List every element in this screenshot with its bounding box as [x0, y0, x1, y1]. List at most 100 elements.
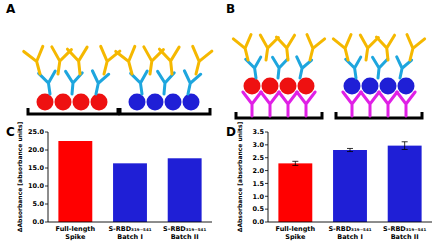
secondary-antibody [233, 35, 257, 63]
antigen [280, 78, 297, 95]
x-tick-label: S-RBD₃₁₉₋₅₄₁Batch II [163, 225, 206, 241]
secondary-antibody [159, 47, 181, 75]
y-tick-label: 1.0 [252, 193, 264, 201]
secondary-antibody-shape [257, 35, 278, 61]
secondary-antibody-shape [357, 35, 378, 61]
capture-antibody [397, 92, 415, 116]
primary-antibody-shape [270, 57, 287, 78]
bar-chart: 0.05.010.015.020.025.0Full-lengthSpikeS-… [16, 122, 212, 241]
capture-antibody [379, 92, 397, 116]
y-tick-label: 3.0 [252, 141, 264, 149]
label-line: S-RBD₃₁₉₋₅₄₁ [383, 225, 426, 233]
antigen [298, 78, 315, 95]
secondary-antibody [357, 35, 378, 61]
secondary-antibody [401, 35, 425, 63]
label-line: Full-length [56, 225, 96, 233]
primary-antibody-shape [39, 71, 59, 95]
x-axis [268, 222, 432, 223]
primary-antibody [131, 71, 151, 95]
antigen [147, 94, 164, 111]
error-bar [292, 161, 298, 165]
antigen [244, 78, 261, 95]
label-line: Full-length [276, 225, 316, 233]
antigen [362, 78, 379, 95]
capture-antibody [343, 92, 361, 116]
antigen [398, 78, 415, 95]
secondary-antibody [376, 35, 397, 61]
plate-surface [236, 112, 322, 118]
label-line: Spike [65, 233, 86, 241]
antigen [55, 94, 72, 111]
secondary-antibody [67, 47, 89, 75]
antigen [183, 94, 200, 111]
figure: ABCD0.05.010.015.020.025.0Full-lengthSpi… [0, 0, 440, 250]
antigen [165, 94, 182, 111]
capture-antibody-shape [379, 92, 397, 116]
error-bar [402, 142, 408, 150]
y-axis-label: ΔAbsorbance [absorbance units] [236, 122, 243, 233]
panel-label: B [226, 2, 235, 16]
capture-antibody-shape [397, 92, 415, 116]
y-tick-label: 20.0 [28, 146, 45, 154]
y-axis [48, 132, 49, 222]
label-line: S-RBD₃₁₉₋₅₄₁ [163, 225, 206, 233]
y-axis-label: ΔAbsorbance [absorbance units] [16, 122, 23, 233]
x-tick-label: Full-lengthSpike [56, 225, 96, 241]
secondary-antibody [116, 46, 142, 76]
bar [58, 141, 92, 222]
antigen [344, 78, 361, 95]
capture-antibody [261, 92, 279, 116]
secondary-antibody-shape [333, 35, 357, 63]
primary-antibody-shape [88, 71, 109, 96]
bars [58, 141, 201, 222]
secondary-antibody [333, 35, 357, 63]
primary-antibody-shape [180, 71, 201, 96]
capture-antibody-shape [297, 92, 315, 116]
y-tick-label: 0.5 [252, 205, 264, 213]
label-line: Batch I [337, 233, 363, 241]
antigen [262, 78, 279, 95]
x-tick-label: Full-lengthSpike [276, 225, 316, 241]
secondary-antibody [301, 35, 325, 63]
antigen [129, 94, 146, 111]
secondary-antibody-shape [276, 35, 297, 61]
x-tick-label: S-RBD₃₁₉₋₅₄₁Batch II [383, 225, 426, 241]
y-tick-label: 25.0 [28, 128, 45, 136]
primary-antibody-shape [131, 71, 151, 95]
diagram-b [233, 35, 424, 118]
y-tick-label: 10.0 [28, 182, 45, 190]
y-tick-label: 1.5 [252, 180, 264, 188]
secondary-antibody [186, 46, 211, 76]
secondary-antibody-shape [233, 35, 257, 63]
label-line: Batch II [171, 233, 199, 241]
secondary-antibody-shape [401, 35, 425, 63]
diagram-a [24, 46, 212, 114]
primary-antibody [270, 57, 287, 78]
secondary-antibody [24, 46, 50, 76]
x-axis [48, 222, 212, 223]
secondary-antibody-shape [116, 46, 142, 76]
label-line: S-RBD₃₁₉₋₅₄₁ [108, 225, 151, 233]
bar [388, 146, 422, 222]
secondary-antibody-shape [186, 46, 211, 76]
secondary-antibody-shape [24, 46, 50, 76]
bar [113, 163, 147, 222]
bar [333, 150, 367, 222]
secondary-antibody-shape [376, 35, 397, 61]
y-tick-label: 15.0 [28, 164, 45, 172]
capture-antibody [243, 92, 261, 116]
primary-antibody [39, 71, 59, 95]
bar [168, 158, 202, 222]
label-line: Spike [285, 233, 306, 241]
plate-surface [336, 112, 422, 118]
capture-antibody-shape [343, 92, 361, 116]
y-tick-label: 0.0 [252, 218, 264, 226]
primary-antibody [370, 57, 387, 78]
y-tick-label: 3.5 [252, 128, 264, 136]
secondary-antibody-shape [159, 47, 181, 75]
capture-antibody [361, 92, 379, 116]
y-tick-label: 5.0 [32, 200, 44, 208]
capture-antibody-shape [361, 92, 379, 116]
antigen [37, 94, 54, 111]
capture-antibody-shape [261, 92, 279, 116]
